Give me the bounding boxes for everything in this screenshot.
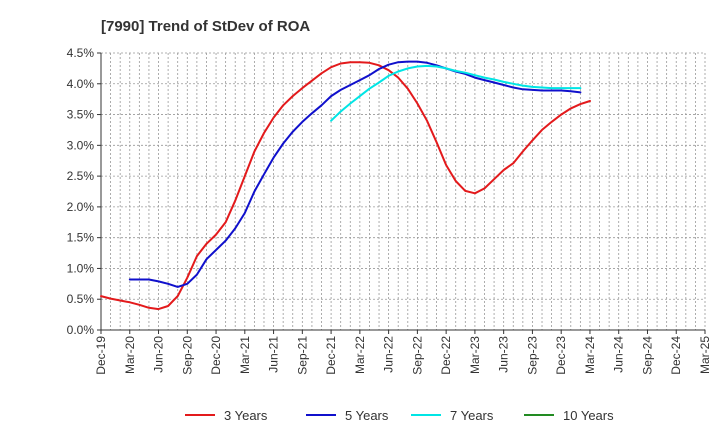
y-tick-label: 3.5%	[67, 108, 95, 122]
legend-label-3-years: 3 Years	[224, 408, 268, 423]
x-tick-label: Mar-25	[698, 336, 712, 374]
y-axis-ticks: 0.0% 0.5% 1.0% 1.5% 2.0% 2.5% 3.0% 3.5% 4.0% 4.5%	[67, 46, 101, 337]
y-tick-label: 0.0%	[67, 323, 95, 337]
y-tick-label: 1.5%	[67, 231, 95, 245]
x-tick-label: Jun-22	[382, 336, 396, 373]
series-line-7-years	[330, 64, 582, 122]
legend-label-5-years: 5 Years	[345, 408, 389, 423]
x-tick-label: Sep-24	[640, 336, 654, 375]
x-tick-label: Dec-23	[554, 336, 568, 375]
x-tick-label: Dec-19	[94, 336, 108, 375]
y-tick-label: 3.0%	[67, 138, 95, 152]
legend-label-7-years: 7 Years	[450, 408, 494, 423]
x-tick-label: Mar-24	[583, 336, 597, 374]
series-line-5-years	[128, 60, 582, 288]
x-tick-label: Sep-22	[410, 336, 424, 375]
plot-area	[101, 53, 705, 330]
x-tick-label: Jun-24	[612, 336, 626, 373]
y-tick-label: 2.0%	[67, 200, 95, 214]
x-tick-label: Jun-23	[497, 336, 511, 373]
x-tick-label: Mar-20	[123, 336, 137, 374]
y-tick-label: 4.5%	[67, 46, 95, 60]
x-tick-label: Dec-20	[209, 336, 223, 375]
x-tick-label: Mar-22	[353, 336, 367, 374]
plot-background	[101, 53, 705, 330]
y-tick-label: 4.0%	[67, 77, 95, 91]
x-axis-ticks: Dec-19 Mar-20 Jun-20 Sep-20 Dec-20 Mar-21 Jun-…	[94, 330, 712, 375]
x-tick-label: Dec-22	[439, 336, 453, 375]
x-tick-label: Sep-20	[180, 336, 194, 375]
x-tick-label: Sep-21	[295, 336, 309, 375]
grid-lines	[100, 52, 706, 331]
series-line-3-years	[100, 61, 591, 311]
y-tick-label: 1.0%	[67, 261, 95, 275]
y-tick-label: 2.5%	[67, 169, 95, 183]
x-tick-label: Jun-20	[152, 336, 166, 373]
x-tick-label: Mar-21	[238, 336, 252, 374]
legend-label-10-years: 10 Years	[563, 408, 614, 423]
x-tick-label: Dec-24	[669, 336, 683, 375]
legend: 3 Years 5 Years 7 Years 10 Years	[185, 408, 614, 423]
series-lines	[100, 60, 591, 311]
chart-title: [7990] Trend of StDev of ROA	[101, 18, 310, 35]
axes	[100, 53, 705, 331]
x-tick-label: Sep-23	[525, 336, 539, 375]
x-tick-label: Jun-21	[267, 336, 281, 373]
x-tick-label: Dec-21	[324, 336, 338, 375]
y-tick-label: 0.5%	[67, 292, 95, 306]
x-tick-label: Mar-23	[468, 336, 482, 374]
